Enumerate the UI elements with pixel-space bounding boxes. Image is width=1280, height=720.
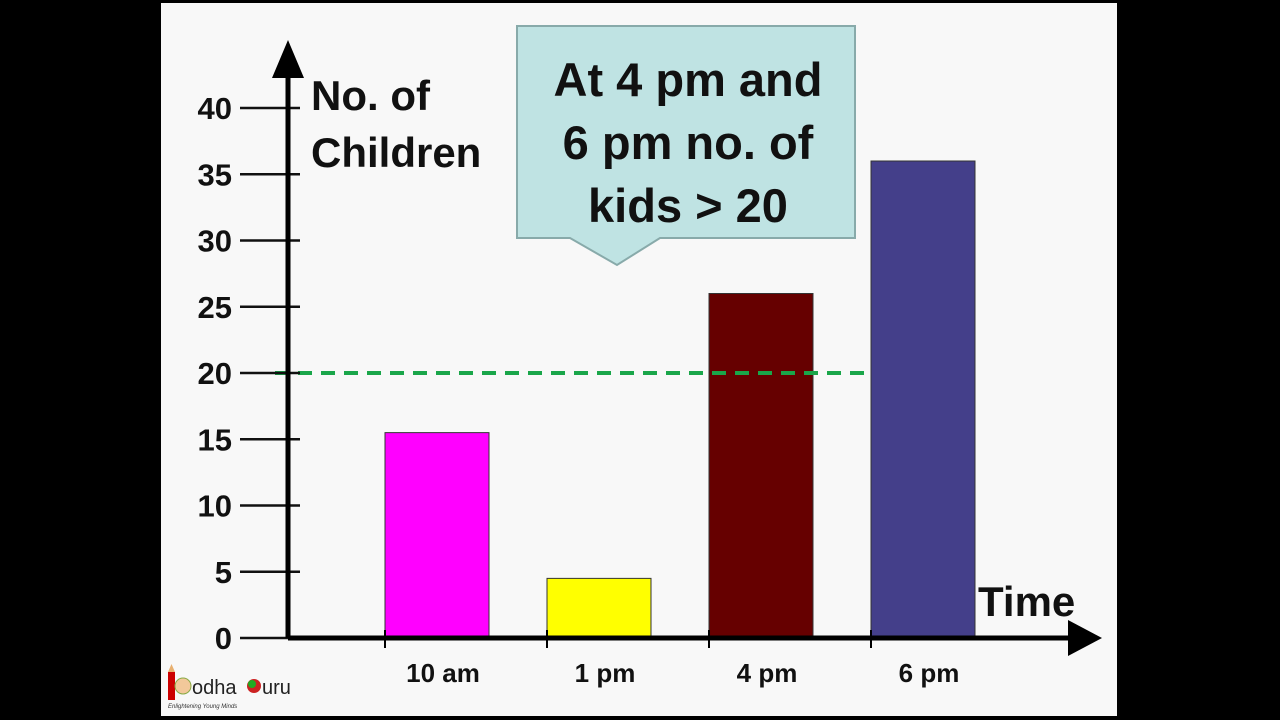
x-tick-label: 10 am	[406, 658, 480, 688]
y-tick-label: 15	[198, 422, 232, 457]
annotation-line-3: kids > 20	[588, 179, 788, 232]
x-axis-label: Time	[978, 578, 1075, 625]
x-tick-label: 4 pm	[737, 658, 798, 688]
y-tick-label: 40	[198, 91, 232, 126]
y-tick-label: 10	[198, 489, 232, 524]
bar-10-am	[384, 432, 490, 639]
y-tick-label: 25	[198, 290, 232, 325]
bar-6-pm	[870, 160, 976, 639]
logo-tagline: Enlightening Young Minds	[168, 704, 237, 710]
y-tick-label: 0	[215, 621, 232, 656]
pencil-icon	[168, 672, 175, 700]
annotation-line-1: At 4 pm and	[554, 53, 823, 106]
y-tick-label: 5	[215, 555, 232, 590]
y-tick-label: 30	[198, 224, 232, 259]
svg-text:uru: uru	[262, 677, 291, 699]
y-tick-label: 20	[198, 356, 232, 391]
annotation-line-2: 6 pm no. of	[563, 116, 814, 169]
bar-1-pm	[546, 577, 652, 639]
svg-text:odha: odha	[192, 677, 237, 699]
y-tick-label: 35	[198, 157, 232, 192]
bar-4-pm	[708, 293, 814, 639]
annotation-callout	[516, 25, 856, 267]
x-axis-arrow-icon	[1068, 620, 1102, 656]
x-tick-label: 6 pm	[899, 658, 960, 688]
y-axis-arrow-icon	[272, 40, 304, 78]
x-tick-label: 1 pm	[575, 658, 636, 688]
bodhaguru-logo: odha uru Enlightening Young Minds	[166, 664, 306, 714]
y-axis-label-line1: No. of	[311, 72, 431, 119]
y-axis-label-line2: Children	[311, 129, 481, 176]
